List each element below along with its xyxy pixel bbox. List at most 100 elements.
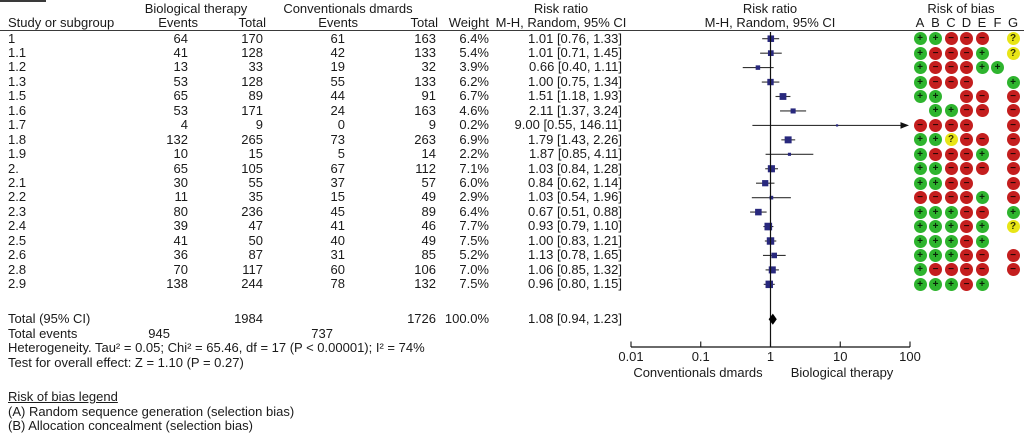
column-header-rr-ci-text: M-H, Random, 95% CI: [495, 15, 627, 30]
rob-dot-low: +: [944, 205, 958, 219]
total-conv-n: 1726: [407, 311, 436, 326]
study-label: 2.6: [8, 247, 27, 263]
cell-conv-total: 163: [414, 102, 436, 118]
rob-dot-high: −: [960, 61, 973, 75]
rob-dot-high: −: [913, 191, 927, 205]
study-label: 2.3: [8, 203, 27, 219]
rob-dot-low: +: [944, 248, 958, 262]
rob-dot-low: +: [913, 32, 927, 46]
rob-dot-high: −: [929, 46, 942, 60]
rob-dot-high: −: [929, 191, 942, 205]
effect-square: [769, 195, 774, 200]
rob-dot-high: −: [944, 147, 958, 161]
cell-bio-events: 53: [173, 102, 188, 118]
cell-weight: 2.9%: [459, 189, 489, 205]
cell-rr-ci-text: 1.03 [0.54, 1.96]: [528, 189, 622, 205]
rob-dot-high: −: [975, 90, 989, 103]
rob-dot-low: +: [913, 263, 927, 277]
rob-dot-low: +: [929, 90, 942, 103]
cell-rr-ci-text: 1.51 [1.18, 1.93]: [528, 88, 622, 104]
cell-bio-events: 53: [173, 73, 188, 89]
cell-bio-total: 55: [248, 175, 263, 190]
rob-dot-high: −: [960, 104, 973, 118]
cell-rr-ci-text: 0.67 [0.51, 0.88]: [528, 203, 622, 219]
column-header-conv-total: Total: [410, 15, 438, 30]
rob-dot-low: +: [913, 75, 927, 89]
total-events-label: Total events: [8, 325, 78, 341]
cell-conv-events: 31: [330, 247, 345, 263]
study-label: 1.8: [8, 131, 27, 147]
cell-conv-total: 112: [415, 160, 436, 176]
cell-conv-total: 133: [414, 73, 436, 89]
cell-weight: 7.5%: [459, 232, 489, 248]
rob-dot-low: +: [913, 220, 927, 234]
risk-of-bias-legend-title: Risk of bias legend: [8, 389, 118, 404]
cell-weight: 6.9%: [459, 131, 489, 147]
study-label: 2.8: [8, 261, 27, 277]
rob-dot-low: +: [929, 220, 942, 234]
rob-dot-high: −: [960, 220, 973, 234]
cell-conv-total: 9: [428, 117, 436, 133]
total-row-label: Total (95% CI): [8, 311, 91, 326]
effect-square: [771, 252, 777, 259]
effect-square: [768, 266, 776, 274]
cell-bio-events: 80: [173, 203, 188, 219]
cell-bio-total: 33: [248, 59, 263, 75]
cell-conv-total: 57: [421, 175, 436, 190]
rob-dot-high: −: [975, 133, 989, 147]
rob-dot-high: −: [960, 277, 973, 291]
effect-square: [762, 180, 769, 187]
rob-dot-high: −: [944, 46, 958, 60]
cell-bio-events: 39: [173, 218, 188, 234]
axis-label-favours-right: Biological therapy: [790, 364, 894, 380]
cell-conv-total: 46: [421, 218, 436, 234]
cell-conv-events: 37: [330, 175, 345, 190]
group-header-biological-therapy: Biological therapy: [144, 1, 248, 16]
study-label: 1.3: [8, 73, 27, 89]
rob-dot-high: −: [960, 147, 973, 161]
ci-arrow-right: [900, 122, 909, 129]
cell-rr-ci-text: 2.11 [1.37, 3.24]: [529, 102, 622, 118]
rob-dot-high: −: [929, 147, 942, 161]
rob-dot-high: −: [960, 32, 973, 46]
study-label: 2.9: [8, 276, 27, 292]
study-label: 2.2: [8, 189, 27, 205]
cell-conv-events: 61: [330, 30, 345, 46]
cell-conv-events: 5: [337, 146, 345, 162]
cell-bio-events: 41: [173, 44, 188, 60]
cell-conv-total: 14: [421, 146, 436, 162]
cell-bio-total: 35: [248, 189, 263, 205]
rob-dot-low: +: [929, 277, 942, 291]
cell-bio-total: 128: [241, 44, 263, 60]
column-header-bio-events: Events: [158, 15, 198, 30]
rob-dot-low: +: [1006, 205, 1020, 219]
study-label: 1.7: [8, 117, 27, 133]
rob-dot-high: −: [929, 118, 942, 132]
rob-dot-low: +: [975, 61, 989, 75]
rob-dot-low: +: [975, 147, 989, 161]
rob-dot-high: −: [1006, 162, 1020, 176]
cell-rr-ci-text: 1.00 [0.75, 1.34]: [528, 73, 622, 89]
rob-dot-low: +: [913, 147, 927, 161]
rob-dot-high: −: [944, 162, 958, 176]
rob-dot-low: +: [929, 205, 942, 219]
cell-conv-total: 91: [421, 88, 436, 104]
rob-dot-low: +: [975, 277, 989, 291]
rob-dot-low: +: [913, 162, 927, 176]
cell-bio-total: 15: [248, 146, 263, 162]
cell-conv-events: 73: [330, 131, 345, 147]
rob-dot-low: +: [913, 46, 927, 60]
cell-weight: 5.4%: [459, 44, 489, 60]
rob-dot-low: +: [929, 162, 942, 176]
rob-dot-high: −: [944, 32, 958, 46]
study-label: 1.2: [8, 59, 27, 75]
cell-conv-events: 55: [330, 73, 345, 89]
rob-dot-low: +: [913, 176, 927, 190]
rob-dot-high: −: [1006, 191, 1020, 205]
cell-rr-ci-text: 1.13 [0.78, 1.65]: [528, 247, 622, 263]
cell-rr-ci-text: 1.87 [0.85, 4.11]: [529, 146, 622, 162]
cell-bio-total: 89: [248, 88, 263, 104]
study-label: 2.1: [8, 175, 27, 190]
cell-weight: 6.4%: [459, 203, 489, 219]
rob-dot-high: −: [1006, 90, 1020, 103]
